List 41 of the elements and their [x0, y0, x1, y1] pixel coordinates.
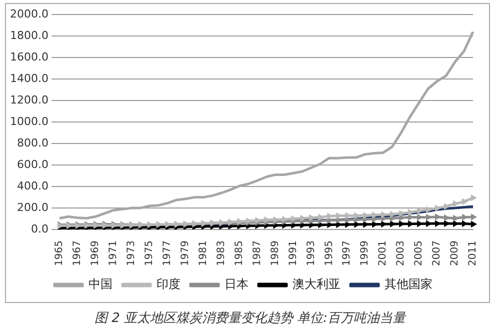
x-tick-label: 2009 — [450, 240, 461, 266]
y-tick-label: 200.0 — [16, 200, 48, 214]
y-tick-label: 2000.0 — [10, 7, 48, 20]
x-tick-label: 2011 — [468, 240, 479, 266]
x-tick-label: 1999 — [360, 240, 371, 266]
x-tick-label: 1981 — [198, 240, 209, 266]
x-tick-label: 1991 — [288, 240, 299, 266]
y-tick-label: 800.0 — [16, 136, 48, 150]
legend-label: 澳大利亚 — [292, 277, 340, 292]
x-tick-label: 1997 — [342, 240, 353, 266]
x-tick-label: 1989 — [270, 240, 281, 266]
y-tick-label: 1200.0 — [10, 93, 48, 106]
legend-label: 其他国家 — [384, 277, 432, 292]
x-tick-label: 1973 — [126, 240, 137, 266]
y-tick-label: 1400.0 — [10, 72, 48, 85]
y-tick-label: 1800.0 — [10, 28, 48, 42]
x-tick-label: 1993 — [306, 240, 317, 266]
y-tick-label: 1000.0 — [10, 114, 48, 128]
x-tick-label: 2001 — [378, 240, 389, 266]
y-tick-label: 400.0 — [16, 179, 48, 192]
y-tick-label: 0.0 — [30, 222, 48, 236]
legend-label: 中国 — [88, 277, 112, 292]
x-tick-label: 2005 — [414, 240, 425, 266]
x-tick-label: 1983 — [216, 240, 227, 266]
x-tick-label: 1995 — [324, 240, 335, 266]
caption: 图 2 亚太地区煤炭消费量变化趋势 单位:百万吨油当量 — [93, 310, 408, 327]
x-tick-label: 1987 — [252, 240, 263, 266]
x-tick-label: 2003 — [396, 240, 407, 266]
x-tick-label: 1971 — [108, 240, 120, 266]
x-tick-label: 1969 — [90, 240, 102, 266]
x-tick-label: 1967 — [72, 240, 84, 266]
x-tick-label: 1985 — [234, 240, 245, 266]
x-tick-label: 1977 — [162, 240, 173, 266]
x-tick-label: 1979 — [180, 240, 191, 266]
x-tick-label: 2007 — [432, 240, 443, 266]
x-tick-label: 1975 — [144, 240, 155, 266]
legend-label: 印度 — [156, 277, 180, 292]
legend-label: 日本 — [224, 277, 248, 292]
y-tick-label: 600.0 — [16, 158, 48, 171]
y-tick-label: 1600.0 — [10, 50, 48, 64]
x-tick-label: 1965 — [54, 240, 66, 266]
